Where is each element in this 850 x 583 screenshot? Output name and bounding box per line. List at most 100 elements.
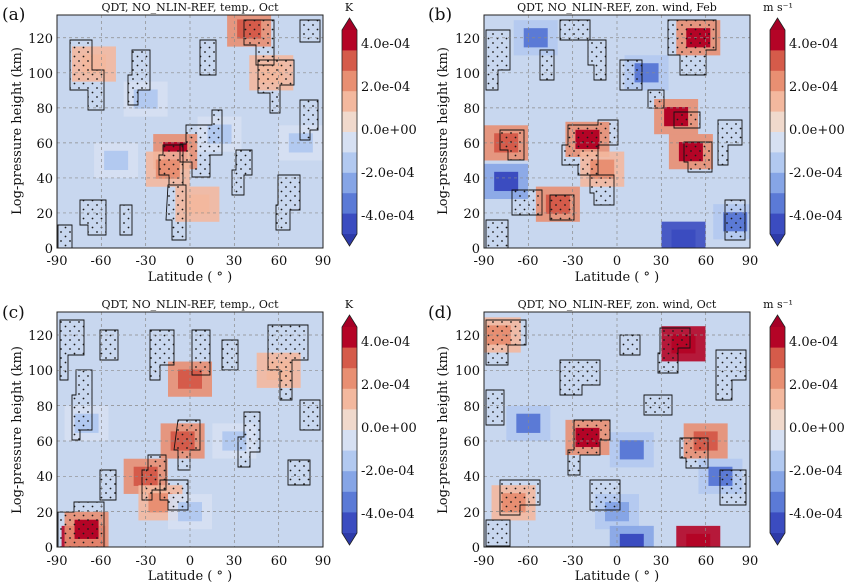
x-tick-label: 30 [226, 554, 243, 569]
significance-stipple [57, 19, 321, 249]
y-tick-label: 60 [463, 435, 480, 450]
y-tick-label: 20 [36, 506, 53, 521]
colorbar-band [342, 50, 357, 72]
y-tick-label: 40 [463, 172, 480, 187]
colorbar-band [342, 388, 357, 410]
colorbar-unit: K [345, 298, 354, 311]
heatmap-cell [523, 28, 548, 48]
y-tick-label: 20 [463, 207, 480, 222]
y-axis: 0 20 40 60 80 100 120 Log-pressure heigh… [10, 32, 53, 257]
colorbar-band [770, 111, 785, 133]
colorbar-extend-max [342, 18, 357, 30]
y-tick-label: 40 [36, 172, 53, 187]
plot-title: QDT, NO_NLIN-REF, zon. wind, Feb [517, 1, 717, 14]
colorbar-tick-label: 4.0e-04 [789, 335, 838, 350]
x-tick-label: 60 [271, 254, 288, 269]
heatmap-cell [671, 229, 696, 248]
y-axis-label: Log-pressure height (km) [436, 346, 451, 514]
y-axis: 0 20 40 60 80 100 120 Log-pressure heigh… [436, 32, 480, 257]
y-tick-label: 100 [28, 67, 53, 82]
colorbar-band [342, 152, 357, 174]
y-tick-label: 80 [36, 102, 53, 117]
x-tick-label: 0 [186, 554, 194, 569]
heatmap-cell [185, 194, 210, 214]
plot-title: QDT, NO_NLIN-REF, zon. wind, Oct [518, 298, 717, 311]
x-tick-label: 30 [653, 554, 670, 569]
colorbar-extend-max [342, 315, 357, 327]
y-tick-label: 60 [463, 137, 480, 152]
y-tick-label: 120 [455, 32, 480, 47]
colorbar-band [342, 213, 357, 235]
x-tick-label: 90 [742, 554, 759, 569]
y-tick-label: 40 [36, 470, 53, 485]
y-tick-label: 120 [28, 32, 53, 47]
colorbar-band [342, 30, 357, 51]
x-tick-label: 0 [186, 254, 194, 269]
colorbar-tick-label: 0.0e+00 [361, 123, 417, 138]
y-tick-label: 20 [463, 506, 480, 521]
x-tick-label: 90 [742, 254, 759, 269]
grid-lines [57, 312, 323, 547]
colorbar-tick-label: 2.0e-04 [789, 378, 838, 393]
colorbar-tick-label: -2.0e-04 [361, 464, 415, 479]
x-tick-label: -60 [518, 554, 539, 569]
y-tick-label: 100 [28, 364, 53, 379]
significance-stipple [485, 19, 746, 249]
panel-d: (d) QDT, NO_NLIN-REF, zon. wind, Oct [428, 298, 845, 583]
heatmap-cell [619, 533, 644, 547]
colorbar-tick-label: -2.0e-04 [789, 166, 843, 181]
y-tick-label: 0 [45, 242, 53, 257]
plot-frame [56, 311, 324, 548]
y-tick-label: 0 [472, 541, 480, 556]
colorbar-band [770, 327, 785, 349]
colorbar-tick-label: 0.0e+00 [789, 123, 845, 138]
colorbar-tick-label: -4.0e-04 [789, 209, 843, 224]
colorbar-bands [769, 17, 786, 247]
x-tick-label: 60 [698, 554, 715, 569]
y-axis: 0 20 40 60 80 100 120 Log-pressure heigh… [436, 329, 480, 556]
y-tick-label: 0 [45, 541, 53, 556]
colorbar-band [770, 388, 785, 410]
panel-b: (b) QDT, NO_NLIN-REF, zon. wind, Feb [428, 1, 845, 285]
x-tick-label: -90 [474, 554, 495, 569]
colorbar-unit: K [345, 1, 354, 14]
colorbar-frame [341, 17, 358, 247]
y-tick-label: 80 [463, 102, 480, 117]
heatmap-cell [104, 150, 129, 171]
panel-a: (a) QDT, NO_NLIN-REF, temp., Oct [2, 1, 417, 285]
y-axis-label: Log-pressure height (km) [436, 47, 451, 215]
y-tick-label: 80 [463, 400, 480, 415]
colorbar-bands [341, 314, 358, 546]
y-tick-label: 80 [36, 400, 53, 415]
colorbar-bands [341, 17, 358, 247]
colorbar-band [770, 347, 785, 369]
colorbar-tick-label: -4.0e-04 [789, 507, 843, 522]
colorbar-tick-label: 4.0e-04 [361, 335, 410, 350]
plot-area [56, 14, 324, 249]
x-axis-label: Latitude ( ° ) [575, 569, 659, 583]
panel-label: (b) [428, 5, 452, 25]
plot-area [483, 311, 751, 548]
colorbar-band [770, 193, 785, 215]
colorbar-bands [769, 314, 786, 546]
colorbar-extend-min [770, 533, 785, 545]
colorbar-band [770, 213, 785, 235]
x-axis: -90 -60 -30 0 30 60 90 Latitude ( ° ) [47, 554, 332, 583]
colorbar-extend-min [342, 234, 357, 246]
x-axis: -90 -60 -30 0 30 60 90 Latitude ( ° ) [47, 254, 332, 285]
colorbar-extend-max [770, 18, 785, 30]
colorbar-band [342, 347, 357, 369]
colorbar-band [770, 50, 785, 72]
plot-area [56, 311, 324, 548]
colorbar-extend-min [770, 234, 785, 246]
colorbar: m s⁻¹ 4.0e-04 2.0e-04 0.0e+00 -2.0e-04 -… [763, 298, 845, 546]
heatmap-cell [619, 440, 644, 460]
colorbar-band [770, 450, 785, 472]
colorbar-band [342, 409, 357, 431]
x-tick-label: 0 [613, 254, 621, 269]
colorbar-band [770, 471, 785, 493]
x-axis: -90 -60 -30 0 30 60 90 Latitude ( ° ) [474, 554, 759, 583]
y-tick-label: 60 [36, 435, 53, 450]
grid-lines [484, 15, 750, 248]
colorbar-band [342, 91, 357, 113]
